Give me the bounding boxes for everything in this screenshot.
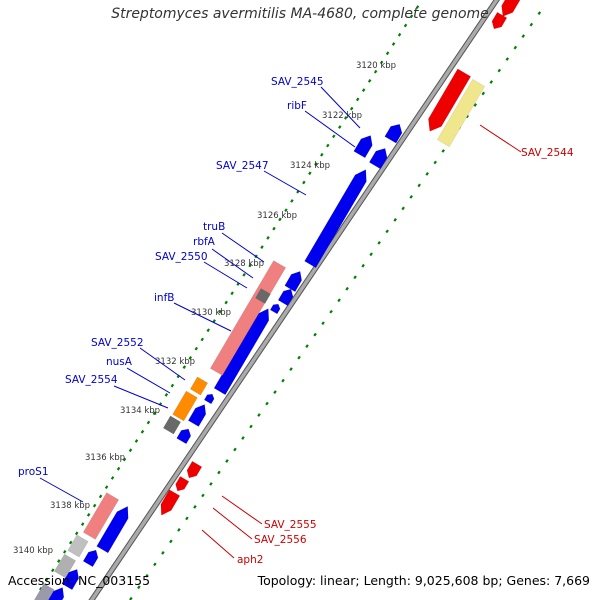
gene-label-right: aph2 [237, 554, 263, 566]
leader-line-left [39, 477, 84, 503]
gene-sav-2550 [269, 303, 281, 315]
gene-label-left: proS1 [18, 466, 49, 478]
genome-title: Streptomyces avermitilis MA-4680, comple… [111, 6, 489, 22]
gene-reverse-top [501, 0, 521, 17]
ruler-tick-label: 3126 kbp [257, 211, 297, 221]
feature-pink-large [209, 260, 287, 376]
gene-label-left: infB [154, 292, 174, 304]
gene-label-left: nusA [106, 356, 133, 368]
gene-nusa [187, 404, 207, 427]
leader-line-left [211, 248, 254, 279]
gene-sav-2545 [368, 148, 388, 170]
gene-label-right: SAV_2544 [521, 147, 574, 159]
ruler-tick-label: 3134 kbp [120, 406, 160, 416]
gene-pros1 [96, 506, 129, 554]
ruler-tick-label: 3128 kbp [224, 259, 264, 269]
gene-label-right: SAV_2555 [264, 519, 317, 531]
gene-sav-2544 [436, 78, 486, 148]
leader-line-left [221, 232, 265, 263]
dotted-track-right [129, 4, 546, 600]
gene-reverse-top-2 [491, 11, 508, 30]
gene-label-left: rbfA [193, 236, 216, 248]
leader-line-left [113, 385, 169, 409]
leader-line-left [304, 110, 356, 148]
feature-lightgrey-1 [67, 534, 89, 558]
gene-sav-2556 [175, 476, 190, 492]
leader-line-left [139, 347, 186, 381]
gene-near-pros1 [82, 549, 99, 568]
ruler-tick-label: 3132 kbp [155, 357, 195, 367]
ruler-tick-label: 3120 kbp [356, 61, 396, 71]
sequence-backbone [89, 0, 499, 600]
leader-line-right [201, 529, 235, 559]
leader-line-left [126, 367, 171, 394]
leader-line-left [263, 170, 307, 196]
accession-text: Accession: NC_003155 [8, 573, 151, 588]
gene-sav-2545-top [384, 123, 403, 144]
gene-label-left: SAV_2550 [155, 251, 208, 263]
feature-grey [162, 415, 182, 435]
leader-line-right [479, 124, 522, 153]
leader-line-left [203, 261, 248, 289]
gene-sav-2555 [186, 460, 203, 479]
gene-sav-2547 [304, 169, 367, 269]
gene-sav-2552 [203, 393, 215, 405]
gene-label-left: truB [203, 221, 225, 233]
ruler-tick-label: 3140 kbp [13, 546, 53, 556]
leader-line-right [221, 495, 263, 525]
gene-label-left: SAV_2547 [216, 160, 269, 172]
feature-pink-pros1 [82, 492, 120, 540]
gene-reverse-upper [428, 68, 472, 132]
gene-label-left: SAV_2545 [271, 76, 324, 88]
ruler-tick-label: 3136 kbp [85, 453, 125, 463]
gene-label-left: SAV_2552 [91, 337, 144, 349]
feature-grey-small [255, 288, 271, 304]
genome-summary-text: Topology: linear; Length: 9,025,608 bp; … [257, 573, 590, 588]
gene-label-right: SAV_2556 [254, 534, 307, 546]
gene-ribf [353, 135, 373, 159]
feature-orange [172, 390, 198, 422]
ruler-tick-label: 3138 kbp [50, 501, 90, 511]
feature-lightgrey-2 [53, 553, 77, 579]
gene-label-left: ribF [287, 100, 307, 112]
leader-line-left [173, 302, 232, 332]
gene-rbfa [277, 288, 294, 307]
leader-line-right [212, 507, 253, 540]
feature-orange-small [189, 376, 209, 396]
ruler-tick-label: 3124 kbp [290, 161, 330, 171]
dotted-track-left [39, 0, 424, 591]
gene-bottom [48, 587, 65, 600]
gene-trub [284, 271, 302, 293]
feature-lightgrey-3 [34, 583, 55, 600]
ruler-tick-label: 3130 kbp [191, 308, 231, 318]
leader-line-left [320, 86, 361, 129]
gene-label-left: SAV_2554 [65, 374, 118, 386]
ruler-tick-label: 3122 kbp [322, 111, 362, 121]
gene-sav-2554 [176, 428, 192, 445]
gene-aph2 [160, 489, 181, 516]
